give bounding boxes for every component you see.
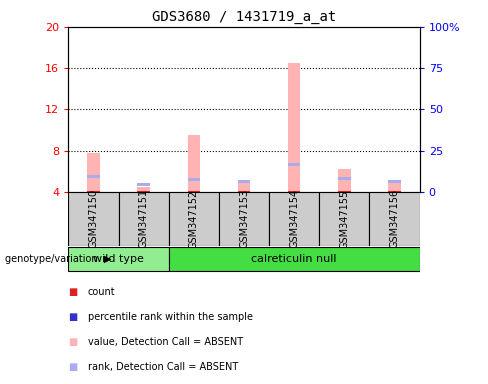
Bar bbox=[238, 191, 250, 192]
Text: percentile rank within the sample: percentile rank within the sample bbox=[88, 312, 253, 322]
Bar bbox=[137, 183, 150, 186]
Bar bbox=[187, 191, 200, 192]
Title: GDS3680 / 1431719_a_at: GDS3680 / 1431719_a_at bbox=[152, 10, 336, 25]
Bar bbox=[238, 180, 250, 192]
Text: GSM347151: GSM347151 bbox=[139, 189, 149, 248]
FancyBboxPatch shape bbox=[169, 192, 219, 246]
Text: ■: ■ bbox=[68, 287, 78, 297]
FancyBboxPatch shape bbox=[369, 192, 420, 246]
Text: GSM347155: GSM347155 bbox=[339, 189, 349, 248]
Bar bbox=[338, 177, 351, 180]
Bar bbox=[338, 169, 351, 192]
Text: rank, Detection Call = ABSENT: rank, Detection Call = ABSENT bbox=[88, 362, 238, 372]
Bar bbox=[87, 175, 100, 178]
Text: ■: ■ bbox=[68, 337, 78, 347]
FancyBboxPatch shape bbox=[169, 247, 420, 271]
Text: ■: ■ bbox=[68, 362, 78, 372]
Bar bbox=[87, 191, 100, 192]
Bar bbox=[187, 135, 200, 192]
Text: GSM347153: GSM347153 bbox=[239, 189, 249, 248]
Text: ■: ■ bbox=[68, 312, 78, 322]
Text: GSM347152: GSM347152 bbox=[189, 189, 199, 248]
FancyBboxPatch shape bbox=[319, 192, 369, 246]
Bar bbox=[137, 187, 150, 192]
FancyBboxPatch shape bbox=[68, 247, 169, 271]
Text: wild type: wild type bbox=[93, 254, 144, 264]
Text: value, Detection Call = ABSENT: value, Detection Call = ABSENT bbox=[88, 337, 243, 347]
Bar bbox=[137, 191, 150, 192]
Text: count: count bbox=[88, 287, 116, 297]
FancyBboxPatch shape bbox=[269, 192, 319, 246]
FancyBboxPatch shape bbox=[119, 192, 169, 246]
Bar bbox=[338, 191, 351, 192]
Bar bbox=[87, 153, 100, 192]
Bar bbox=[288, 63, 301, 192]
Text: GSM347156: GSM347156 bbox=[389, 189, 400, 248]
Text: GSM347154: GSM347154 bbox=[289, 189, 299, 248]
Bar bbox=[388, 191, 401, 192]
Bar bbox=[288, 162, 301, 166]
FancyBboxPatch shape bbox=[219, 192, 269, 246]
Text: calreticulin null: calreticulin null bbox=[251, 254, 337, 264]
Bar bbox=[187, 178, 200, 181]
FancyBboxPatch shape bbox=[68, 192, 119, 246]
Bar bbox=[288, 191, 301, 192]
Text: GSM347150: GSM347150 bbox=[88, 189, 99, 248]
Bar bbox=[388, 182, 401, 192]
Bar bbox=[238, 180, 250, 183]
Bar bbox=[388, 180, 401, 183]
Text: genotype/variation  ▶: genotype/variation ▶ bbox=[5, 254, 111, 264]
